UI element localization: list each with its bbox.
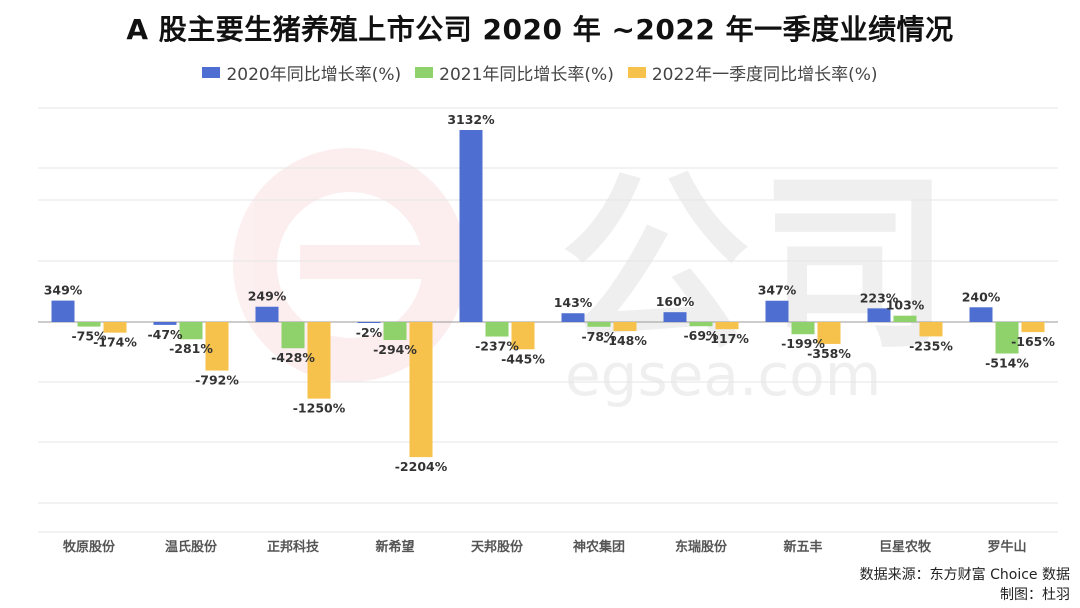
chart-title: A 股主要生猪养殖上市公司 2020 年 ~2022 年一季度业绩情况 xyxy=(126,13,954,46)
data-label-2021: -237% xyxy=(475,339,519,354)
x-tick-labels: 牧原股份 温氏股份 正邦科技 新希望 天邦股份 神农集团 东瑞股份 新五丰 巨星农牧 罗牛山 xyxy=(63,539,1027,555)
bar-2020 xyxy=(765,300,789,322)
x-tick-label: 温氏股份 xyxy=(165,539,218,555)
gridlines xyxy=(38,107,1058,533)
bar-2020 xyxy=(153,322,177,325)
data-label-2021: 103% xyxy=(886,298,925,313)
data-label-2022q1: -792% xyxy=(195,373,239,388)
bar-2021 xyxy=(995,322,1019,354)
bar-2022q1 xyxy=(919,322,943,337)
data-label-2020: 240% xyxy=(962,289,1001,304)
data-label-2020: 349% xyxy=(44,283,83,298)
bar-2020 xyxy=(51,300,75,322)
bar-2020 xyxy=(561,313,585,322)
x-tick-label: 神农集团 xyxy=(573,539,625,555)
bar-2020 xyxy=(663,312,687,322)
x-tick-label: 牧原股份 xyxy=(63,539,116,555)
x-tick-label: 巨星农牧 xyxy=(879,539,932,555)
svg-text:公: 公 xyxy=(560,154,750,375)
data-label-2020: 3132% xyxy=(447,112,495,127)
bar-2020 xyxy=(255,306,279,322)
bar-2022q1 xyxy=(715,322,739,330)
bar-2022q1 xyxy=(817,322,841,344)
bar-2020 xyxy=(357,322,381,323)
data-label-2022q1: -358% xyxy=(807,346,851,361)
bars xyxy=(51,130,1045,458)
legend-item-2020: 2020年同比增长率(%) xyxy=(202,60,401,85)
data-label-2021: -199% xyxy=(781,336,825,351)
data-label-2020: -2% xyxy=(356,325,383,340)
data-label-2021: -69% xyxy=(683,328,719,343)
legend-swatch-2020 xyxy=(202,67,221,78)
bar-2020 xyxy=(459,130,483,322)
x-tick-label: 正邦科技 xyxy=(267,539,320,555)
svg-text:司: 司 xyxy=(760,154,950,375)
data-label-2021: -294% xyxy=(373,342,417,357)
legend-label-2021: 2021年同比增长率(%) xyxy=(439,65,614,85)
bar-2021 xyxy=(791,322,815,335)
bar-2022q1 xyxy=(409,322,433,458)
data-label-2022q1: -1250% xyxy=(293,401,346,416)
bar-2021 xyxy=(383,322,407,341)
bar-2020 xyxy=(867,308,891,322)
x-tick-label: 天邦股份 xyxy=(471,539,524,555)
data-label-2021: -514% xyxy=(985,356,1029,371)
bar-2021 xyxy=(77,322,101,327)
svg-text:egsea.com: egsea.com xyxy=(565,341,881,409)
data-label-2020: 160% xyxy=(656,294,695,309)
legend-item-2021: 2021年同比增长率(%) xyxy=(415,60,614,85)
bar-2022q1 xyxy=(613,322,637,332)
bar-2021 xyxy=(485,322,509,337)
bar-2022q1 xyxy=(205,322,229,371)
data-label-2021: -75% xyxy=(71,329,107,344)
data-label-2022q1: -2204% xyxy=(395,459,448,474)
data-label-2022q1: -148% xyxy=(603,333,647,348)
watermark-logo: 公 司 egsea.com xyxy=(233,148,950,409)
bar-2020 xyxy=(969,307,993,322)
bar-2022q1 xyxy=(1021,322,1045,333)
legend-item-2022q1: 2022年一季度同比增长率(%) xyxy=(627,60,878,85)
bar-2022q1 xyxy=(103,322,127,333)
data-label-2020: 249% xyxy=(248,289,287,304)
data-label-2021: -78% xyxy=(581,329,617,344)
data-label-2021: -281% xyxy=(169,341,213,356)
legend: 2020年同比增长率(%) 2021年同比增长率(%) 2022年一季度同比增长… xyxy=(0,60,1080,85)
data-label-2022q1: -445% xyxy=(501,351,545,366)
bar-2021 xyxy=(893,315,917,322)
author-note: 制图：杜羽 xyxy=(1000,587,1070,603)
bar-2021 xyxy=(689,322,713,327)
bar-2021 xyxy=(587,322,611,327)
data-label-2020: 223% xyxy=(860,290,899,305)
data-label-2020: 347% xyxy=(758,283,797,298)
data-label-2020: -47% xyxy=(147,327,183,342)
bar-2022q1 xyxy=(511,322,535,350)
legend-label-2020: 2020年同比增长率(%) xyxy=(226,65,402,85)
x-tick-label: 东瑞股份 xyxy=(675,539,728,555)
source-note: 数据来源：东方财富 Choice 数据 xyxy=(859,567,1070,583)
bar-2021 xyxy=(179,322,203,340)
bar-2021 xyxy=(281,322,305,349)
data-label-2020: 143% xyxy=(554,295,593,310)
data-labels: 349% -75%-174% -47%-281% -792% 249% -428% -125… xyxy=(44,112,1056,474)
x-tick-label: 新五丰 xyxy=(783,539,822,555)
data-label-2021: -428% xyxy=(271,350,315,365)
data-label-2022q1: -174% xyxy=(93,335,137,350)
x-tick-label: 新希望 xyxy=(375,539,414,555)
legend-swatch-2021 xyxy=(415,67,434,78)
legend-swatch-2022q1 xyxy=(627,67,646,78)
data-label-2022q1: -117% xyxy=(705,331,749,346)
x-tick-label: 罗牛山 xyxy=(987,539,1026,555)
legend-label-2022q1: 2022年一季度同比增长率(%) xyxy=(651,65,878,85)
bar-2022q1 xyxy=(307,322,331,399)
data-label-2022q1: -165% xyxy=(1011,334,1055,349)
data-label-2022q1: -235% xyxy=(909,338,953,353)
